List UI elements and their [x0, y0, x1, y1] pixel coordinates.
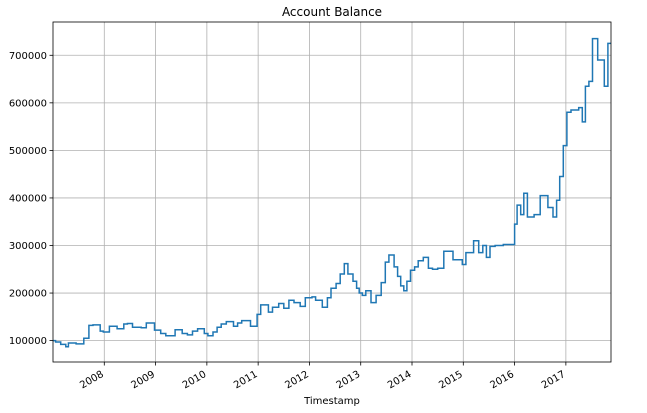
y-tick-label: 300000 — [9, 241, 47, 252]
x-tick-label: 2015 — [437, 369, 465, 391]
y-axis: 100000 200000 300000 400000 500000 600000 7000… — [9, 51, 53, 347]
x-tick-label: 2017 — [540, 369, 568, 391]
y-tick-label: 200000 — [9, 289, 47, 300]
y-tick-label: 600000 — [9, 98, 47, 109]
grid-layer — [53, 22, 611, 362]
plot-frame — [52, 21, 612, 363]
x-axis-label: Timestamp — [303, 396, 360, 407]
x-tick-label: 2009 — [130, 369, 158, 391]
y-tick-label: 500000 — [9, 146, 47, 157]
x-tick-label: 2014 — [386, 369, 414, 391]
y-tick-label: 400000 — [9, 193, 47, 204]
series-layer — [53, 37, 611, 348]
x-tick-label: 2008 — [78, 369, 106, 391]
x-tick-label: 2016 — [489, 369, 517, 391]
x-tick-label: 2013 — [335, 369, 363, 391]
x-axis: 2008 2009 2010 2011 2012 2013 2014 2015 2016 2017 — [78, 362, 567, 391]
x-tick-label: 2010 — [181, 369, 209, 391]
y-tick-label: 100000 — [9, 336, 47, 347]
x-tick-label: 2012 — [283, 369, 311, 391]
x-tick-label: 2011 — [232, 369, 260, 391]
chart-title: Account Balance — [282, 5, 382, 19]
balance-line — [53, 37, 611, 348]
y-tick-label: 700000 — [9, 51, 47, 62]
